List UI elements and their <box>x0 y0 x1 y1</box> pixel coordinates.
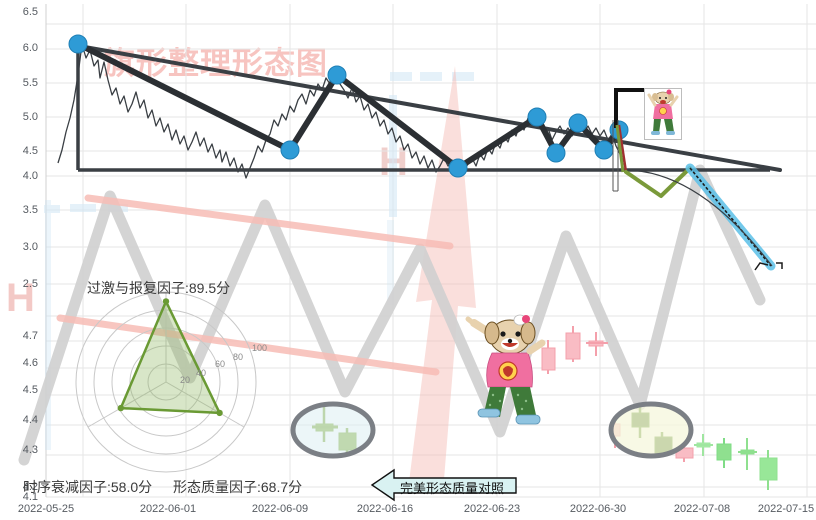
candle <box>565 326 581 362</box>
y-tick-lower: 4.5 <box>22 384 38 396</box>
pivot-marker <box>594 140 614 160</box>
callout-label: 完美形态质量对照 <box>400 481 505 496</box>
y-tick-upper: 4.0 <box>22 170 38 182</box>
y-tick-lower: 4.3 <box>22 444 38 456</box>
callout-arrow <box>370 468 517 502</box>
candle <box>738 438 757 470</box>
x-tick: 2022-07-08 <box>673 503 731 515</box>
radar-tick-60: 60 <box>215 359 226 369</box>
y-tick-lower: 4.2 <box>22 481 38 493</box>
candle <box>586 332 608 356</box>
radar-label-left: 时序衰减因子:58.0分 <box>23 479 153 495</box>
letter-watermark: H <box>6 276 35 320</box>
pivot-markers <box>68 34 629 178</box>
y-tick-lower: 4.4 <box>22 414 38 426</box>
y-tick-lower: 4.1 <box>22 491 38 503</box>
forecast-drop-line <box>689 167 772 267</box>
radar-label-top: 过激与报复因子:89.5分 <box>87 280 231 296</box>
candle <box>694 434 713 456</box>
forecast-drop-highlight <box>685 163 776 271</box>
radar-label-right: 形态质量因子:68.7分 <box>173 479 303 495</box>
mascot-dog-large <box>460 313 550 433</box>
radar-tick-80: 80 <box>233 352 244 362</box>
forecast-green-zigzag <box>624 166 692 198</box>
radar-data-polygon <box>118 298 222 415</box>
pivot-marker <box>568 113 588 133</box>
trend-line-upper <box>77 44 782 172</box>
y-tick-upper: 2.5 <box>22 278 38 290</box>
mascot-dog-icon <box>647 89 679 135</box>
pivot-marker <box>327 65 347 85</box>
x-tick: 2022-06-16 <box>356 503 414 515</box>
radar-tick-40: 40 <box>196 368 207 378</box>
x-tick: 2022-06-01 <box>139 503 197 515</box>
y-tick-upper: 5.0 <box>22 111 38 123</box>
highlight-ellipse-left <box>290 401 376 459</box>
radar-data-points <box>117 298 223 417</box>
pivot-marker <box>546 143 566 163</box>
candle <box>541 340 556 374</box>
breakout-red-segment <box>617 124 628 173</box>
forecast-arc <box>626 169 773 267</box>
pivot-marker <box>448 158 468 178</box>
y-tick-upper: 3.5 <box>22 204 38 216</box>
background-zigzag-wave <box>18 164 766 466</box>
mascot-dog-large-icon <box>465 314 546 425</box>
x-tick: 2022-06-23 <box>463 503 521 515</box>
highlight-ellipse-right <box>608 401 694 459</box>
radar-tick-100: 100 <box>252 343 268 353</box>
radar-spokes <box>87 292 245 428</box>
y-tick-upper: 5.5 <box>22 77 38 89</box>
y-tick-upper: 6.5 <box>22 6 38 18</box>
radar-tick-20: 20 <box>180 375 191 385</box>
x-tick: 2022-06-30 <box>569 503 627 515</box>
pivot-zigzag <box>75 41 622 171</box>
forecast-target-ticks <box>754 262 783 271</box>
y-tick-upper: 6.0 <box>22 42 38 54</box>
y-tick-lower: 4.7 <box>22 330 38 342</box>
radar-chart <box>75 291 257 473</box>
candle <box>759 450 778 490</box>
x-tick: 2022-05-25 <box>17 503 75 515</box>
pivot-marker <box>68 34 88 54</box>
y-tick-upper: 4.5 <box>22 145 38 157</box>
breakout-olive-segment <box>615 124 625 173</box>
x-tick: 2022-06-09 <box>251 503 309 515</box>
y-tick-upper: 3.0 <box>22 241 38 253</box>
x-tick: 2022-07-15 <box>757 503 815 515</box>
pivot-marker <box>280 140 300 160</box>
y-tick-lower: 4.6 <box>22 357 38 369</box>
pivot-marker <box>527 107 547 127</box>
candle <box>716 438 732 468</box>
mascot-frame-top <box>644 88 682 140</box>
